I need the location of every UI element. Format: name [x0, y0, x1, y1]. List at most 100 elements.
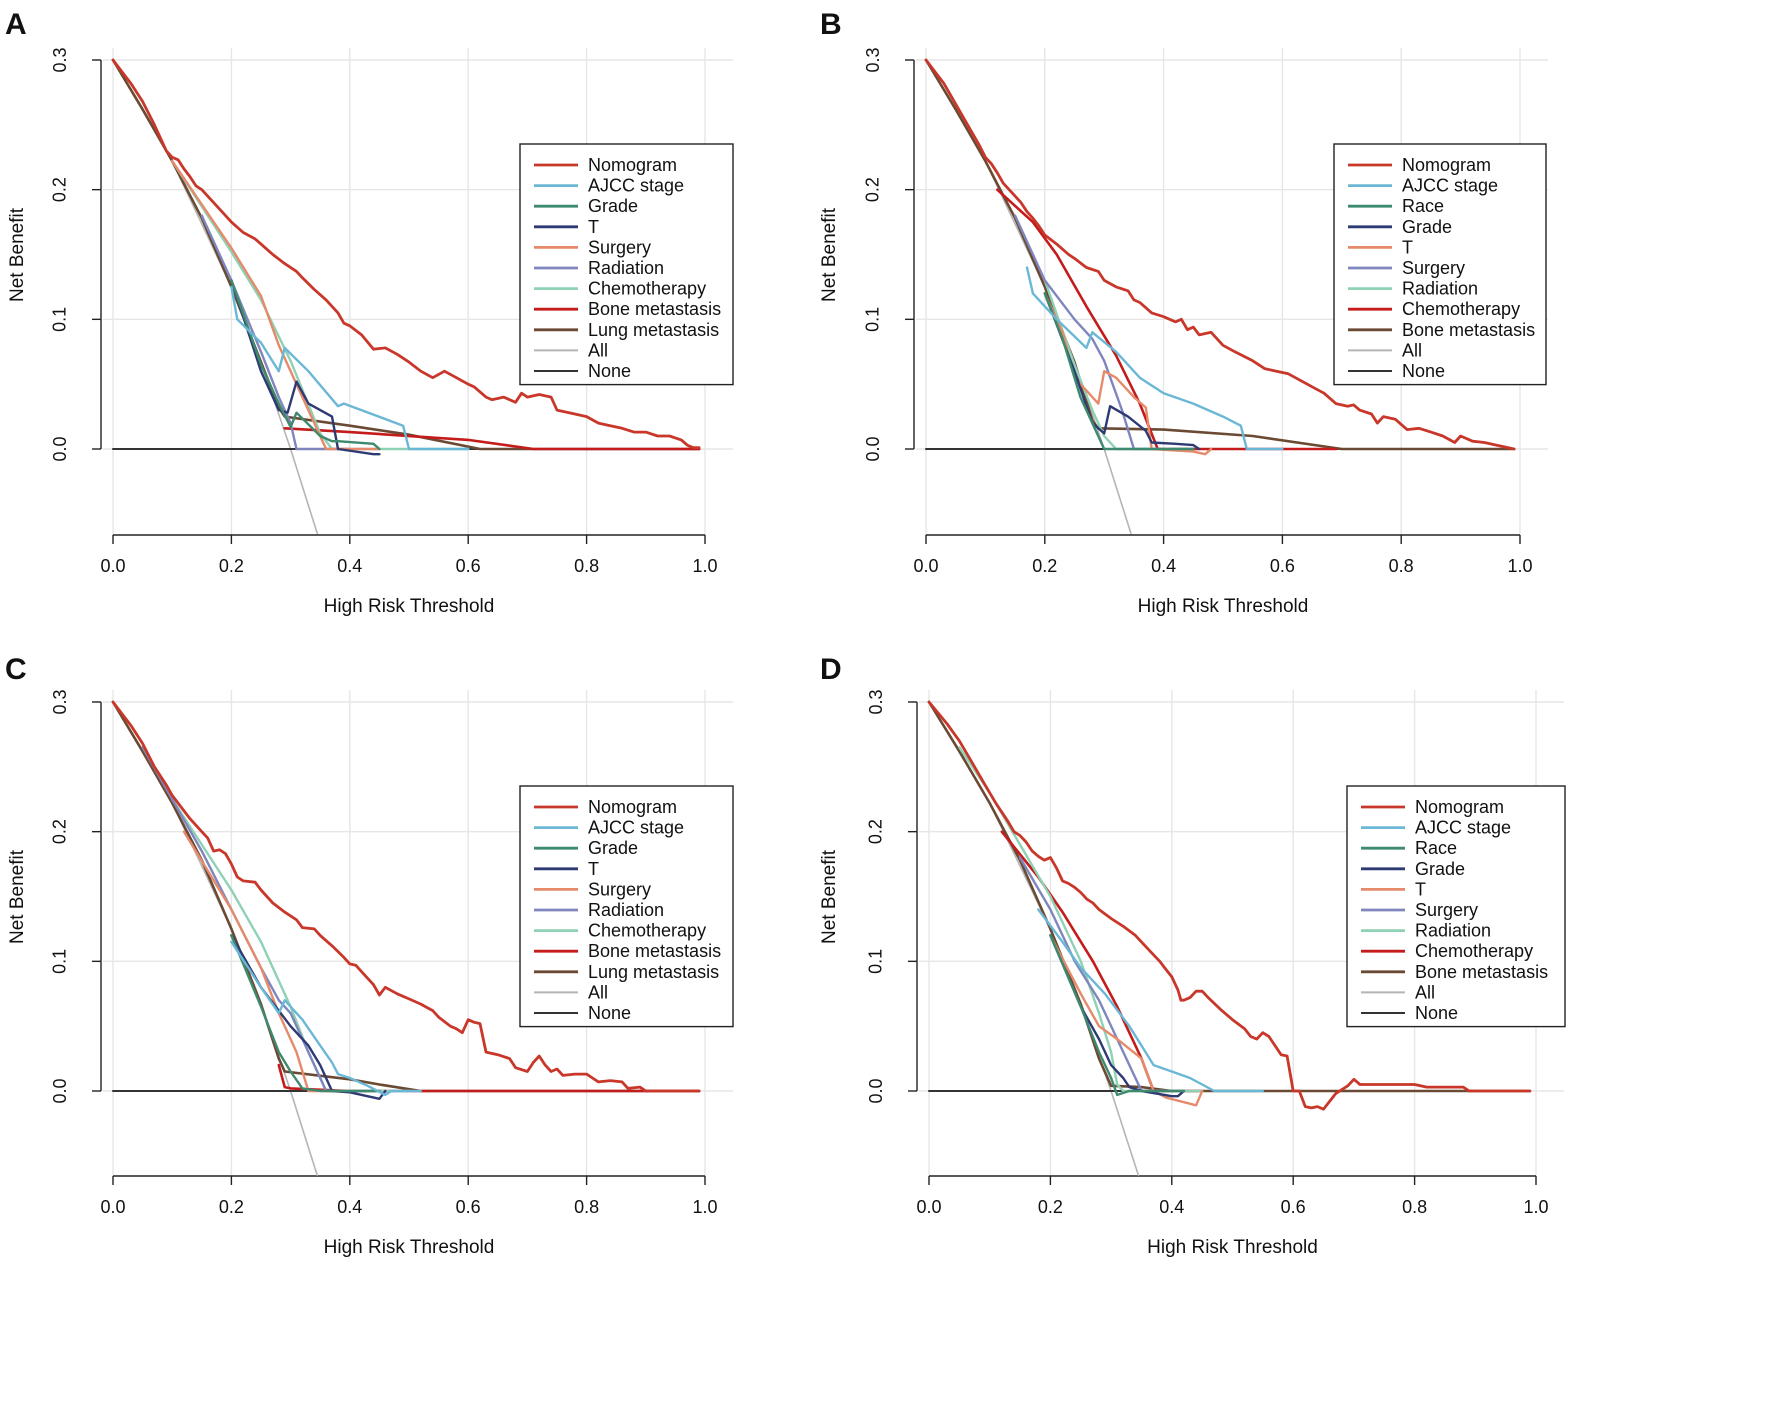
legend-label-bone-metastasis: Bone metastasis	[588, 299, 721, 319]
x-tick-label: 0.4	[337, 1197, 362, 1217]
y-tick-label: 0.1	[866, 949, 886, 974]
legend-label-chemotherapy: Chemotherapy	[1415, 941, 1533, 961]
legend-label-nomogram: Nomogram	[588, 155, 677, 175]
x-axis-label: High Risk Threshold	[1147, 1237, 1318, 1258]
y-tick-label: 0.0	[50, 436, 70, 461]
series-line-ajcc-stage	[1025, 266, 1284, 451]
x-tick-label: 0.4	[1159, 1197, 1184, 1217]
series-line-chemotherapy	[996, 188, 1338, 451]
x-tick-label: 1.0	[692, 1197, 717, 1217]
x-tick-label: 0.8	[1389, 556, 1414, 576]
series-line-grade	[230, 934, 381, 1093]
panel-c: 0.0 0.2 0.4 0.6 0.8 1.0 0.0 0.1 0.2 0.3 High Risk …	[5, 653, 734, 1258]
legend-label-radiation: Radiation	[1402, 279, 1478, 299]
legend-label-bone-metastasis: Bone metastasis	[588, 941, 721, 961]
legend-label-radiation: Radiation	[1415, 921, 1491, 941]
legend-label-all: All	[1415, 982, 1435, 1002]
series-line-race	[1043, 292, 1195, 451]
legend-label-ajcc-stage: AJCC stage	[1415, 818, 1511, 838]
axes: 0.0 0.2 0.4 0.6 0.8 1.0 0.0 0.1 0.2 0.3	[863, 47, 1533, 576]
series-group	[927, 700, 1532, 1177]
series-line-grade	[230, 279, 381, 451]
x-tick-label: 0.0	[100, 1197, 125, 1217]
y-axis-label: Net Benefit	[819, 849, 840, 944]
series-line-bone-metastasis	[924, 58, 1516, 451]
y-tick-label: 0.3	[50, 689, 70, 714]
series-group	[111, 700, 701, 1177]
x-tick-label: 0.2	[1038, 1197, 1063, 1217]
legend-label-surgery: Surgery	[1402, 258, 1465, 278]
axes: 0.0 0.2 0.4 0.6 0.8 1.0 0.0 0.1 0.2 0.3	[50, 47, 718, 576]
legend-box	[519, 143, 734, 386]
legend-label-bone-metastasis: Bone metastasis	[1402, 320, 1535, 340]
series-line-t	[1049, 934, 1204, 1107]
axes: 0.0 0.2 0.4 0.6 0.8 1.0 0.0 0.1 0.2 0.3	[50, 689, 718, 1217]
x-tick-label: 1.0	[1523, 1197, 1548, 1217]
series-line-surgery	[1018, 856, 1186, 1093]
panel-label: C	[5, 653, 27, 686]
series-group	[924, 58, 1516, 535]
axes: 0.0 0.2 0.4 0.6 0.8 1.0 0.0 0.1 0.2 0.3	[866, 689, 1549, 1217]
legend-label-all: All	[588, 982, 608, 1002]
legend-label-lung-metastasis: Lung metastasis	[588, 962, 719, 982]
legend-box	[1333, 143, 1547, 386]
x-tick-label: 0.2	[219, 1197, 244, 1217]
y-axis-label: Net Benefit	[819, 207, 840, 302]
panel-label: A	[5, 8, 27, 41]
legend-label-grade: Grade	[1415, 859, 1465, 879]
x-tick-label: 0.8	[1402, 1197, 1427, 1217]
y-tick-label: 0.3	[863, 47, 883, 72]
y-axis-label: Net Benefit	[7, 207, 28, 302]
legend-label-all: All	[588, 340, 608, 360]
legend-label-race: Race	[1402, 196, 1444, 216]
legend-label-surgery: Surgery	[588, 879, 651, 899]
legend-label-none: None	[588, 361, 631, 381]
series-line-grade	[1049, 934, 1186, 1098]
legend-label-radiation: Radiation	[588, 258, 664, 278]
y-tick-label: 0.0	[866, 1078, 886, 1103]
series-line-grade	[1043, 292, 1201, 451]
legend-label-nomogram: Nomogram	[588, 797, 677, 817]
x-tick-label: 1.0	[692, 556, 717, 576]
series-line-nomogram	[924, 58, 1516, 451]
y-tick-label: 0.3	[50, 47, 70, 72]
x-tick-label: 0.8	[574, 556, 599, 576]
legend-label-grade: Grade	[588, 196, 638, 216]
series-line-bone-metastasis	[277, 1063, 701, 1093]
legend-label-lung-metastasis: Lung metastasis	[588, 320, 719, 340]
panel-a: 0.0 0.2 0.4 0.6 0.8 1.0 0.0 0.1 0.2 0.3 High Risk …	[5, 8, 734, 617]
legend-label-nomogram: Nomogram	[1415, 797, 1504, 817]
x-axis-label: High Risk Threshold	[1138, 596, 1309, 617]
x-axis-label: High Risk Threshold	[324, 1237, 495, 1258]
y-tick-label: 0.1	[863, 307, 883, 332]
y-tick-label: 0.1	[50, 307, 70, 332]
y-tick-label: 0.2	[863, 177, 883, 202]
legend-label-surgery: Surgery	[1415, 900, 1478, 920]
series-line-ajcc-stage	[1037, 908, 1264, 1093]
series-line-radiation	[141, 746, 381, 1093]
panel-b: 0.0 0.2 0.4 0.6 0.8 1.0 0.0 0.1 0.2 0.3 High Risk …	[819, 8, 1548, 617]
panel-label: B	[820, 8, 842, 41]
legend-label-chemotherapy: Chemotherapy	[1402, 299, 1520, 319]
series-line-nomogram	[927, 700, 1532, 1111]
panel-d: 0.0 0.2 0.4 0.6 0.8 1.0 0.0 0.1 0.2 0.3 High Risk …	[819, 653, 1566, 1258]
legend-label-t: T	[1402, 237, 1413, 257]
x-tick-label: 0.6	[1281, 1197, 1306, 1217]
x-tick-label: 0.0	[916, 1197, 941, 1217]
legend-label-grade: Grade	[588, 838, 638, 858]
x-tick-label: 0.8	[574, 1197, 599, 1217]
y-tick-label: 0.2	[50, 177, 70, 202]
y-tick-label: 0.2	[50, 819, 70, 844]
legend-label-chemotherapy: Chemotherapy	[588, 921, 706, 941]
x-tick-label: 0.0	[913, 556, 938, 576]
series-line-t	[230, 279, 381, 456]
legend-label-radiation: Radiation	[588, 900, 664, 920]
series-line-bone-metastasis	[283, 427, 701, 451]
panel-label: D	[820, 653, 842, 686]
y-tick-label: 0.0	[50, 1078, 70, 1103]
